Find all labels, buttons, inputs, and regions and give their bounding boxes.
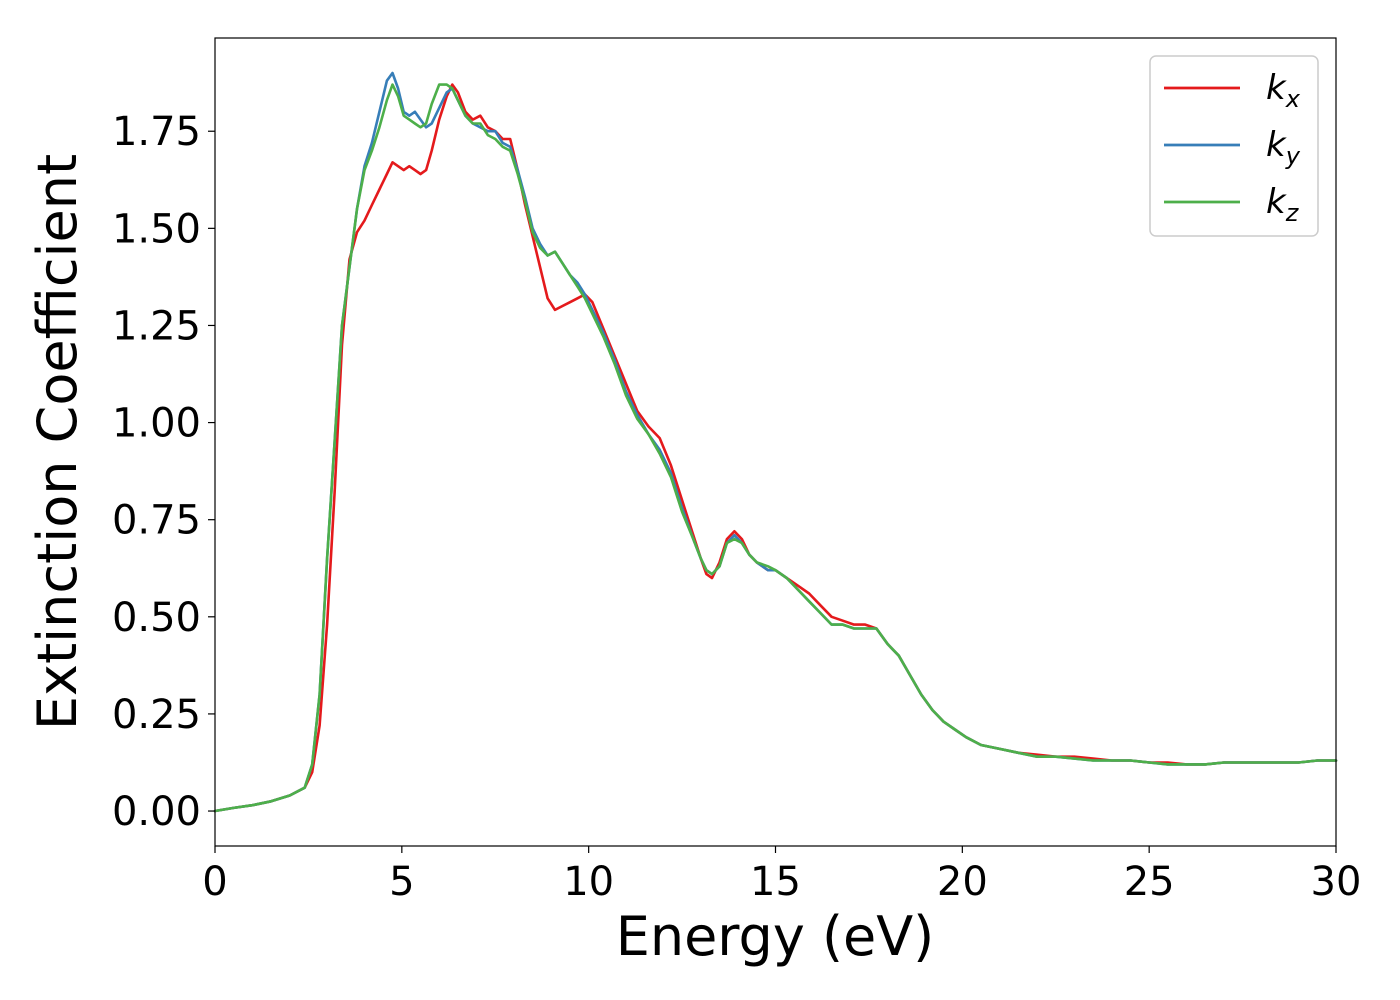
x-tick-label: 10	[563, 859, 614, 905]
y-tick-label: 0.25	[112, 692, 201, 738]
legend: kx ky kz	[1149, 55, 1319, 237]
y-tick-label: 1.50	[112, 206, 201, 252]
x-tick-label: 15	[750, 859, 801, 905]
x-tick-label: 25	[1124, 859, 1175, 905]
y-tick-label: 1.00	[112, 401, 201, 447]
x-axis-label: Energy (eV)	[616, 905, 935, 968]
legend-label-y: ky	[1266, 125, 1301, 170]
y-axis-ticks: 0.00 0.25 0.50 0.75 1.00 1.25 1.50 1.75	[112, 109, 215, 835]
legend-label-z: kz	[1266, 182, 1300, 227]
x-tick-label: 5	[389, 859, 414, 905]
x-tick-label: 20	[937, 859, 988, 905]
y-tick-label: 0.00	[112, 789, 201, 835]
y-axis-label: Extinction Coefficient	[26, 154, 89, 730]
x-tick-label: 30	[1311, 859, 1362, 905]
series-layer	[213, 71, 1338, 813]
y-tick-label: 1.25	[112, 303, 201, 349]
y-tick-label: 0.75	[112, 498, 201, 544]
x-tick-label: 0	[202, 859, 227, 905]
x-axis-ticks: 0 5 10 15 20 25 30	[202, 846, 1361, 905]
legend-label-x: kx	[1266, 68, 1301, 113]
y-tick-label: 0.50	[112, 595, 201, 641]
y-tick-label: 1.75	[112, 109, 201, 155]
series-line-z	[213, 83, 1338, 813]
